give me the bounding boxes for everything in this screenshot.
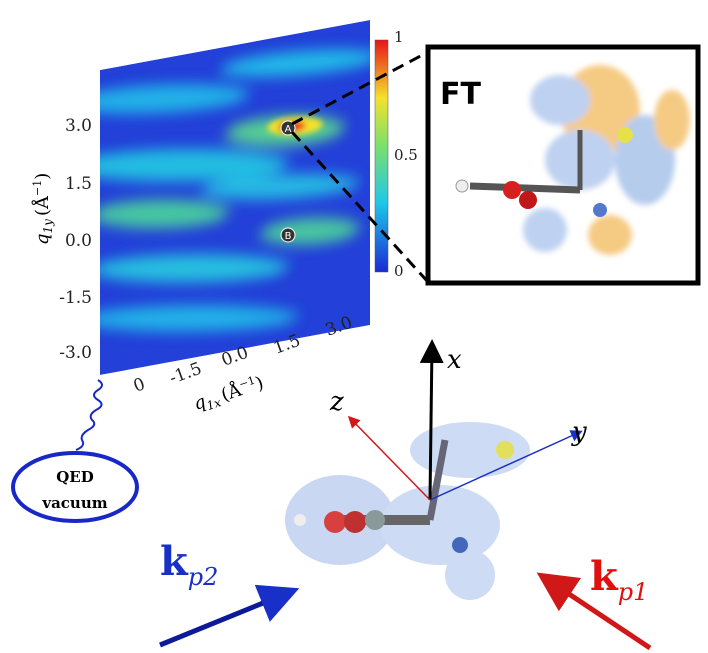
beam-label: kp2 — [160, 538, 218, 591]
label-part: q — [32, 233, 53, 245]
x-axis-arrow — [430, 345, 432, 500]
label-part: k — [590, 553, 619, 600]
label-part: ) — [32, 173, 53, 180]
beam-arrow — [160, 592, 290, 645]
point-label: A — [285, 124, 292, 135]
y-tick-label: -1.5 — [59, 288, 92, 308]
label-part: p1 — [618, 578, 649, 606]
figure: A B 3.0 1.5 0.0 -1.5 -3.0 q1y(Å−1) 0 -1.… — [0, 0, 708, 653]
axis-label: z — [329, 387, 344, 417]
axis-label: y — [571, 417, 587, 447]
x-tick-label: -1.5 — [167, 359, 205, 389]
inset-title: FT — [440, 77, 481, 112]
y-tick-label: 1.5 — [65, 174, 92, 194]
molecule — [285, 422, 530, 600]
label-part: (Å — [31, 195, 53, 216]
y-axis-label: q1y (Å−1) — [31, 173, 55, 245]
label-part: p2 — [188, 563, 219, 591]
label-part: −1 — [31, 180, 44, 196]
colorbar-label: 1 — [394, 28, 404, 46]
vacuum-label: vacuum — [41, 494, 107, 512]
y-tick-label: 3.0 — [65, 116, 92, 136]
y-ticks: 3.0 1.5 0.0 -1.5 -3.0 — [59, 116, 92, 363]
label-part: 1y — [41, 219, 55, 234]
colorbar-label: 0.5 — [394, 146, 418, 164]
wavy-line — [76, 380, 102, 450]
label-part: ) — [253, 372, 266, 394]
inset: FT — [428, 47, 698, 283]
colorbar-labels: 1 0.5 0 — [394, 28, 418, 280]
colorbar-label: 0 — [394, 262, 404, 280]
beam-label: kp1 — [590, 553, 648, 606]
label-part: k — [160, 538, 189, 585]
y-tick-label: -3.0 — [59, 343, 92, 363]
axis-label: x — [447, 345, 462, 375]
x-tick-label: 0 — [131, 374, 148, 396]
point-label: B — [285, 231, 292, 242]
vacuum-label: QED — [56, 468, 94, 486]
y-tick-label: 0.0 — [65, 231, 92, 251]
label-part: 1x — [205, 395, 223, 413]
